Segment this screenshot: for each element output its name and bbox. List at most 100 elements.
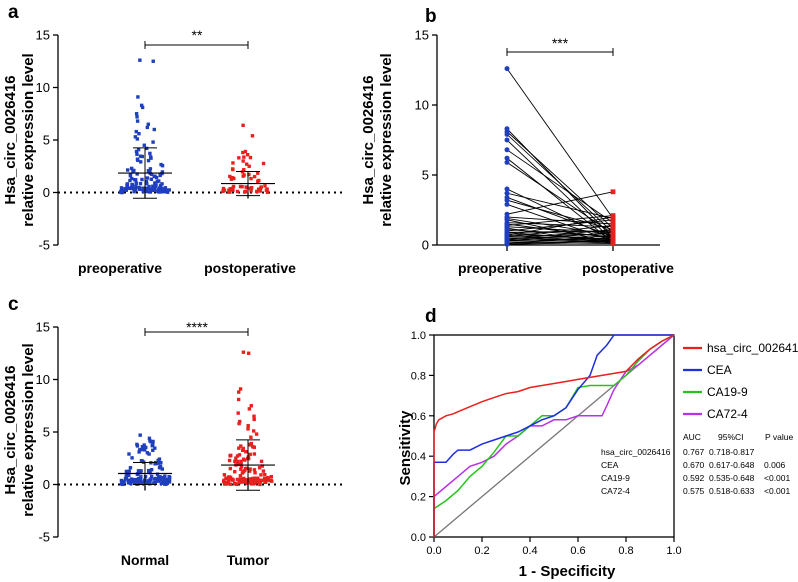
panel-c-point-0-118 xyxy=(122,480,126,484)
panel-a-point-0-110 xyxy=(152,188,156,192)
panel-c-point-0-97 xyxy=(136,478,140,482)
panel-a-point-1-25 xyxy=(261,161,266,166)
panel-letter-b: b xyxy=(425,6,437,27)
panel-c-category-0: Normal xyxy=(121,552,169,568)
panel-b-pre-point-3 xyxy=(504,131,510,137)
panel-c-point-0-83 xyxy=(126,478,130,482)
panel-a-point-0-122 xyxy=(152,174,156,179)
panel-c-point-0-139 xyxy=(154,476,158,481)
panel-c-scatter: Hsa_circ_0026416 relative expression lev… xyxy=(2,319,345,568)
panel-c-point-0-40 xyxy=(127,473,131,478)
panel-a-point-0-0 xyxy=(138,58,142,62)
panel-c-point-0-119 xyxy=(145,451,150,455)
panel-c-point-1-115 xyxy=(223,482,227,486)
panel-a-point-0-33 xyxy=(135,172,139,176)
panel-letter-a: a xyxy=(8,2,19,23)
stats-row2-p: <0.001 xyxy=(764,473,791,483)
panel-a-point-0-86 xyxy=(162,189,166,194)
roc-curve-2 xyxy=(433,334,675,537)
panel-a-point-0-139 xyxy=(155,179,160,184)
panel-a-point-0-114 xyxy=(132,189,136,194)
panel-c-point-1-33 xyxy=(248,452,252,457)
panel-a-point-0-134 xyxy=(136,158,140,162)
panel-c-point-1-105 xyxy=(245,478,249,482)
panel-a-point-0-2 xyxy=(136,95,140,99)
panel-c-point-1-87 xyxy=(253,476,257,480)
panel-c-point-0-128 xyxy=(143,474,148,479)
panel-b-pair-line-22 xyxy=(506,229,614,238)
panel-a-point-0-124 xyxy=(131,169,135,173)
panel-a-point-1-41 xyxy=(252,174,257,179)
panel-d-ylabel: Sensitivity xyxy=(397,410,414,486)
panel-c-point-0-0 xyxy=(138,433,142,437)
stats-row3-ci: 0.518-0.633 xyxy=(709,486,755,496)
panel-b-pair-line-17 xyxy=(506,222,614,228)
panel-c-point-0-99 xyxy=(163,482,167,486)
panel-c-point-0-109 xyxy=(159,461,163,465)
panel-c-point-1-135 xyxy=(245,481,249,485)
panel-c-point-1-125 xyxy=(257,478,262,482)
panel-a-point-1-45 xyxy=(227,190,231,194)
roc-x-tick-label-4: 0.8 xyxy=(618,545,633,557)
panel-c-point-0-124 xyxy=(157,475,161,479)
panel-b-y-tick-label-3: 15 xyxy=(415,28,429,43)
panel-b-post-point-33 xyxy=(610,227,616,232)
panel-c-point-1-119 xyxy=(253,480,257,484)
panel-c-point-0-107 xyxy=(152,481,156,485)
panel-a-point-1-52 xyxy=(241,174,245,178)
panel-c-point-1-104 xyxy=(249,441,254,446)
panel-a-point-0-11 xyxy=(134,129,138,134)
panel-a-significance: ** xyxy=(192,27,203,43)
panel-c-point-0-91 xyxy=(144,445,148,450)
panel-a-point-0-13 xyxy=(133,135,138,139)
panel-a-point-0-66 xyxy=(140,154,145,159)
panel-c-point-1-120 xyxy=(257,466,262,470)
panel-c-point-1-112 xyxy=(240,471,245,475)
panel-b-pair-line-4 xyxy=(506,139,614,242)
panel-b-pair-line-23 xyxy=(506,219,614,232)
panel-a-point-0-109 xyxy=(149,156,153,160)
panel-c-point-1-2 xyxy=(238,387,243,391)
panel-a-point-1-55 xyxy=(256,179,260,183)
panel-a-point-1-1 xyxy=(250,134,255,138)
panel-c-point-1-106 xyxy=(238,474,243,478)
panel-c-point-0-133 xyxy=(135,480,140,484)
panel-c-point-0-68 xyxy=(149,474,154,479)
panel-c-point-1-123 xyxy=(232,481,237,486)
panel-b-y-tick-label-2: 10 xyxy=(415,98,429,113)
stats-row3-auc: 0.575 xyxy=(683,486,705,496)
stats-row0-ci: 0.718-0.817 xyxy=(709,447,755,457)
panel-a-point-0-98 xyxy=(160,182,164,186)
panel-b-paired: Hsa_circ_0026416 relative expression lev… xyxy=(360,28,674,277)
panel-c-point-0-79 xyxy=(146,468,151,473)
panel-c-point-0-85 xyxy=(135,442,139,447)
panel-c-y-tick-label-4: 15 xyxy=(36,320,50,335)
roc-x-tick-label-5: 1.0 xyxy=(666,545,681,557)
panel-c-y-tick-label-3: 10 xyxy=(36,372,50,387)
panel-a-point-0-127 xyxy=(125,182,129,186)
panel-c-point-0-104 xyxy=(149,440,153,444)
stats-row2-auc: 0.592 xyxy=(683,473,705,483)
panel-c-point-0-74 xyxy=(138,471,143,475)
panel-c-point-1-126 xyxy=(240,480,244,484)
panel-b-significance: *** xyxy=(552,35,569,51)
panel-a-point-1-39 xyxy=(258,189,262,193)
panel-a-y-tick-label-0: -5 xyxy=(38,238,50,253)
panel-c-point-1-31 xyxy=(239,444,243,448)
panel-a-point-0-112 xyxy=(145,181,149,186)
panel-c-point-0-7 xyxy=(147,452,151,456)
panel-c-point-0-122 xyxy=(156,460,160,465)
panel-a-point-0-3 xyxy=(139,103,144,108)
panel-c-point-1-4 xyxy=(236,397,241,402)
panel-b-category-1: postoperative xyxy=(582,260,674,276)
panel-a-point-0-101 xyxy=(134,149,139,154)
panel-a-point-1-43 xyxy=(230,176,235,180)
panel-a-scatter: Hsa_circ_0026416 relative expression lev… xyxy=(2,27,345,276)
panel-c-point-1-11 xyxy=(237,421,241,426)
panel-c-point-1-16 xyxy=(249,435,253,439)
panel-a-point-1-51 xyxy=(235,189,240,194)
panel-b-pair-line-33 xyxy=(506,229,614,240)
panel-a-category-1: postoperative xyxy=(204,260,296,276)
panel-a-point-1-35 xyxy=(263,184,267,188)
